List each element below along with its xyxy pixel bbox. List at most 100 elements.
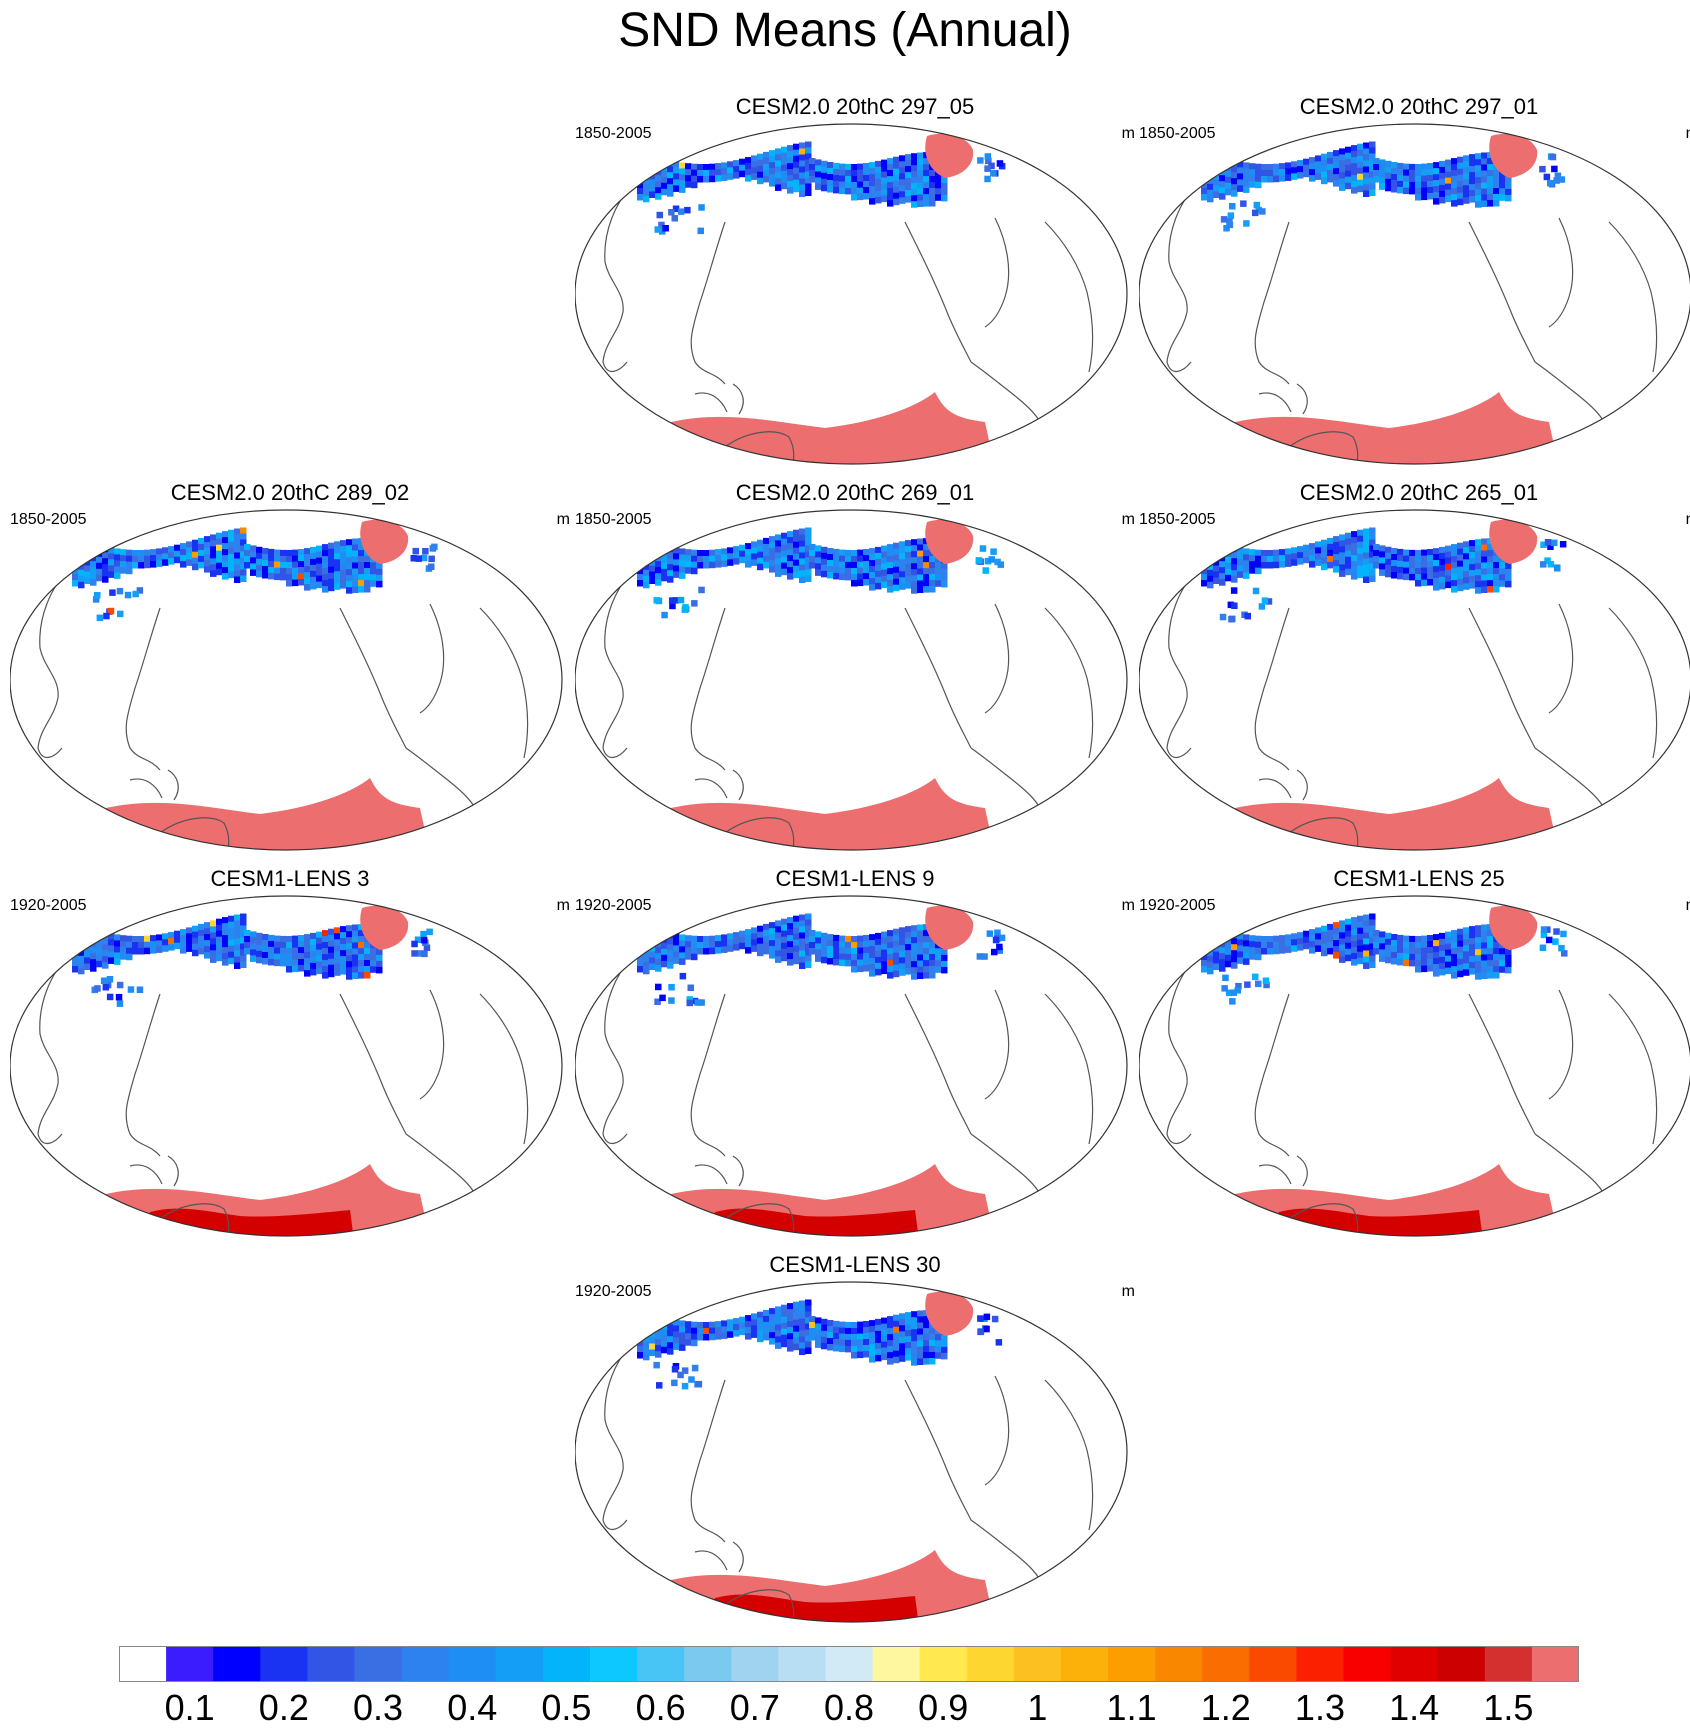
snow-cell (637, 550, 644, 557)
snow-cell (136, 986, 144, 993)
snow-cell (256, 564, 263, 572)
snow-cell (805, 961, 812, 968)
snow-cell (839, 1333, 846, 1341)
colorbar-swatch (589, 1646, 638, 1682)
snow-cell (186, 541, 193, 548)
snow-cell (787, 929, 794, 936)
snow-cell (911, 569, 918, 576)
snow-cell (1261, 550, 1268, 557)
snow-cell (975, 557, 983, 564)
snow-cell (102, 938, 109, 945)
snow-cell (268, 940, 275, 948)
snow-cell (340, 564, 347, 571)
snow-cell (857, 175, 864, 183)
colorbar-swatch (448, 1646, 497, 1682)
snow-cell (881, 937, 888, 945)
snow-cell (1457, 560, 1464, 568)
snow-cell (911, 581, 918, 588)
snow-cell (1357, 185, 1364, 193)
panel-title: CESM1-LENS 9 (775, 866, 935, 891)
snow-cell (1261, 562, 1268, 569)
snow-cell (1469, 932, 1476, 939)
snow-cell (240, 949, 247, 956)
snow-cell (1201, 164, 1208, 171)
snow-cell (821, 166, 828, 174)
snow-cell (1391, 180, 1398, 187)
snow-cell (827, 1320, 834, 1327)
snow-cell (833, 1320, 840, 1328)
snow-cell (677, 1371, 684, 1379)
snow-cell (1261, 948, 1268, 955)
snow-cell (1291, 939, 1298, 946)
snow-cell (911, 967, 918, 974)
snow-cell (1415, 568, 1422, 575)
snow-cell (364, 580, 371, 587)
coastline (602, 181, 636, 372)
snow-cell (1505, 568, 1512, 576)
snow-cell (851, 182, 858, 189)
snow-cell (84, 951, 91, 958)
snow-cell (893, 180, 900, 188)
snow-cell (799, 160, 806, 167)
snow-cell (815, 1341, 822, 1348)
snow-cell (781, 182, 788, 190)
snow-cell (328, 572, 335, 580)
snow-cell (316, 545, 323, 553)
snow-cell (941, 194, 948, 202)
snow-cell (132, 948, 139, 955)
snow-cell (1403, 169, 1410, 177)
snow-cell (929, 1346, 936, 1353)
snow-cell (1475, 551, 1482, 558)
snow-cell (751, 927, 758, 934)
snow-cell (1481, 164, 1488, 171)
snow-cell (815, 949, 822, 956)
snow-cell (96, 562, 103, 570)
snow-cell (1201, 194, 1208, 201)
map-border (575, 123, 1128, 465)
snow-cell (96, 942, 103, 950)
snow-cell (935, 1352, 942, 1359)
snow-cell (1433, 970, 1440, 977)
snow-cell (679, 168, 686, 175)
world-map (10, 509, 563, 851)
snow-cell (106, 976, 114, 983)
snow-cell (358, 568, 365, 575)
snow-cell (1285, 162, 1292, 169)
coastline (1258, 383, 1308, 415)
snow-cell (1403, 549, 1410, 557)
snow-cell (653, 1361, 660, 1369)
snow-cell (857, 1345, 864, 1353)
snow-cell (352, 954, 359, 961)
snow-cell (1201, 562, 1208, 569)
snow-cell (352, 936, 359, 943)
snow-cell (136, 587, 144, 594)
snow-cell (799, 184, 806, 191)
snow-cell (809, 158, 816, 165)
snow-cell (1297, 166, 1304, 173)
snow-cell (649, 1319, 656, 1326)
snow-cell (769, 928, 776, 935)
snow-cell (881, 961, 888, 969)
snow-cell (234, 564, 241, 571)
snow-cell (1357, 541, 1364, 549)
snow-cell (352, 966, 359, 973)
snow-cell (1345, 568, 1352, 576)
snow-cell (781, 1304, 788, 1312)
snow-cell (411, 940, 418, 948)
snow-cell (781, 164, 788, 172)
snow-cell (793, 1301, 800, 1309)
snow-cell (781, 954, 788, 962)
snow-cell (679, 560, 686, 567)
greenland-ice (925, 905, 974, 950)
snow-cell (845, 941, 852, 949)
world-map (1139, 123, 1690, 465)
snow-cell (198, 923, 205, 931)
snow-cell (1369, 177, 1376, 184)
snow-cell (715, 163, 722, 170)
snow-cell (1351, 151, 1358, 158)
snow-cell (108, 571, 115, 578)
snow-cell (346, 943, 353, 950)
snow-cell (911, 587, 918, 594)
snow-cell (775, 178, 782, 185)
snow-cell (1421, 555, 1428, 563)
